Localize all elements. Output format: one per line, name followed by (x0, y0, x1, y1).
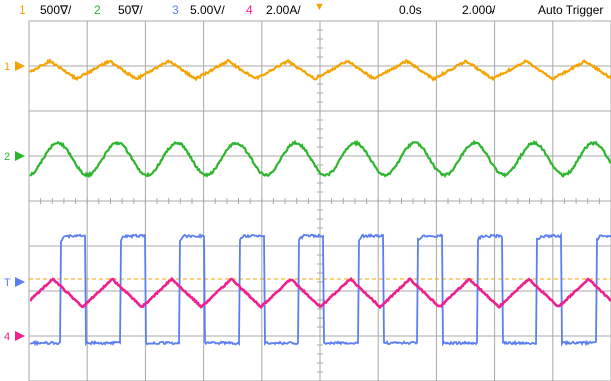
ground-marker-icon (15, 277, 25, 287)
ground-marker-label: 1 (4, 61, 10, 73)
ground-marker-4: 4 (4, 331, 25, 343)
ground-marker-icon (15, 331, 25, 341)
ground-marker-2: 2 (4, 151, 25, 163)
ground-marker-icon (15, 61, 25, 71)
channel-markers: 1 2 T 4 (4, 61, 25, 343)
ground-marker-label: 2 (4, 151, 10, 163)
ground-marker-label: T (4, 277, 11, 289)
ground-marker-label: 4 (4, 331, 10, 343)
graticule (29, 21, 611, 381)
ground-marker-icon (15, 151, 25, 161)
ground-marker-3: T (4, 277, 25, 289)
ground-marker-1: 1 (4, 61, 25, 73)
